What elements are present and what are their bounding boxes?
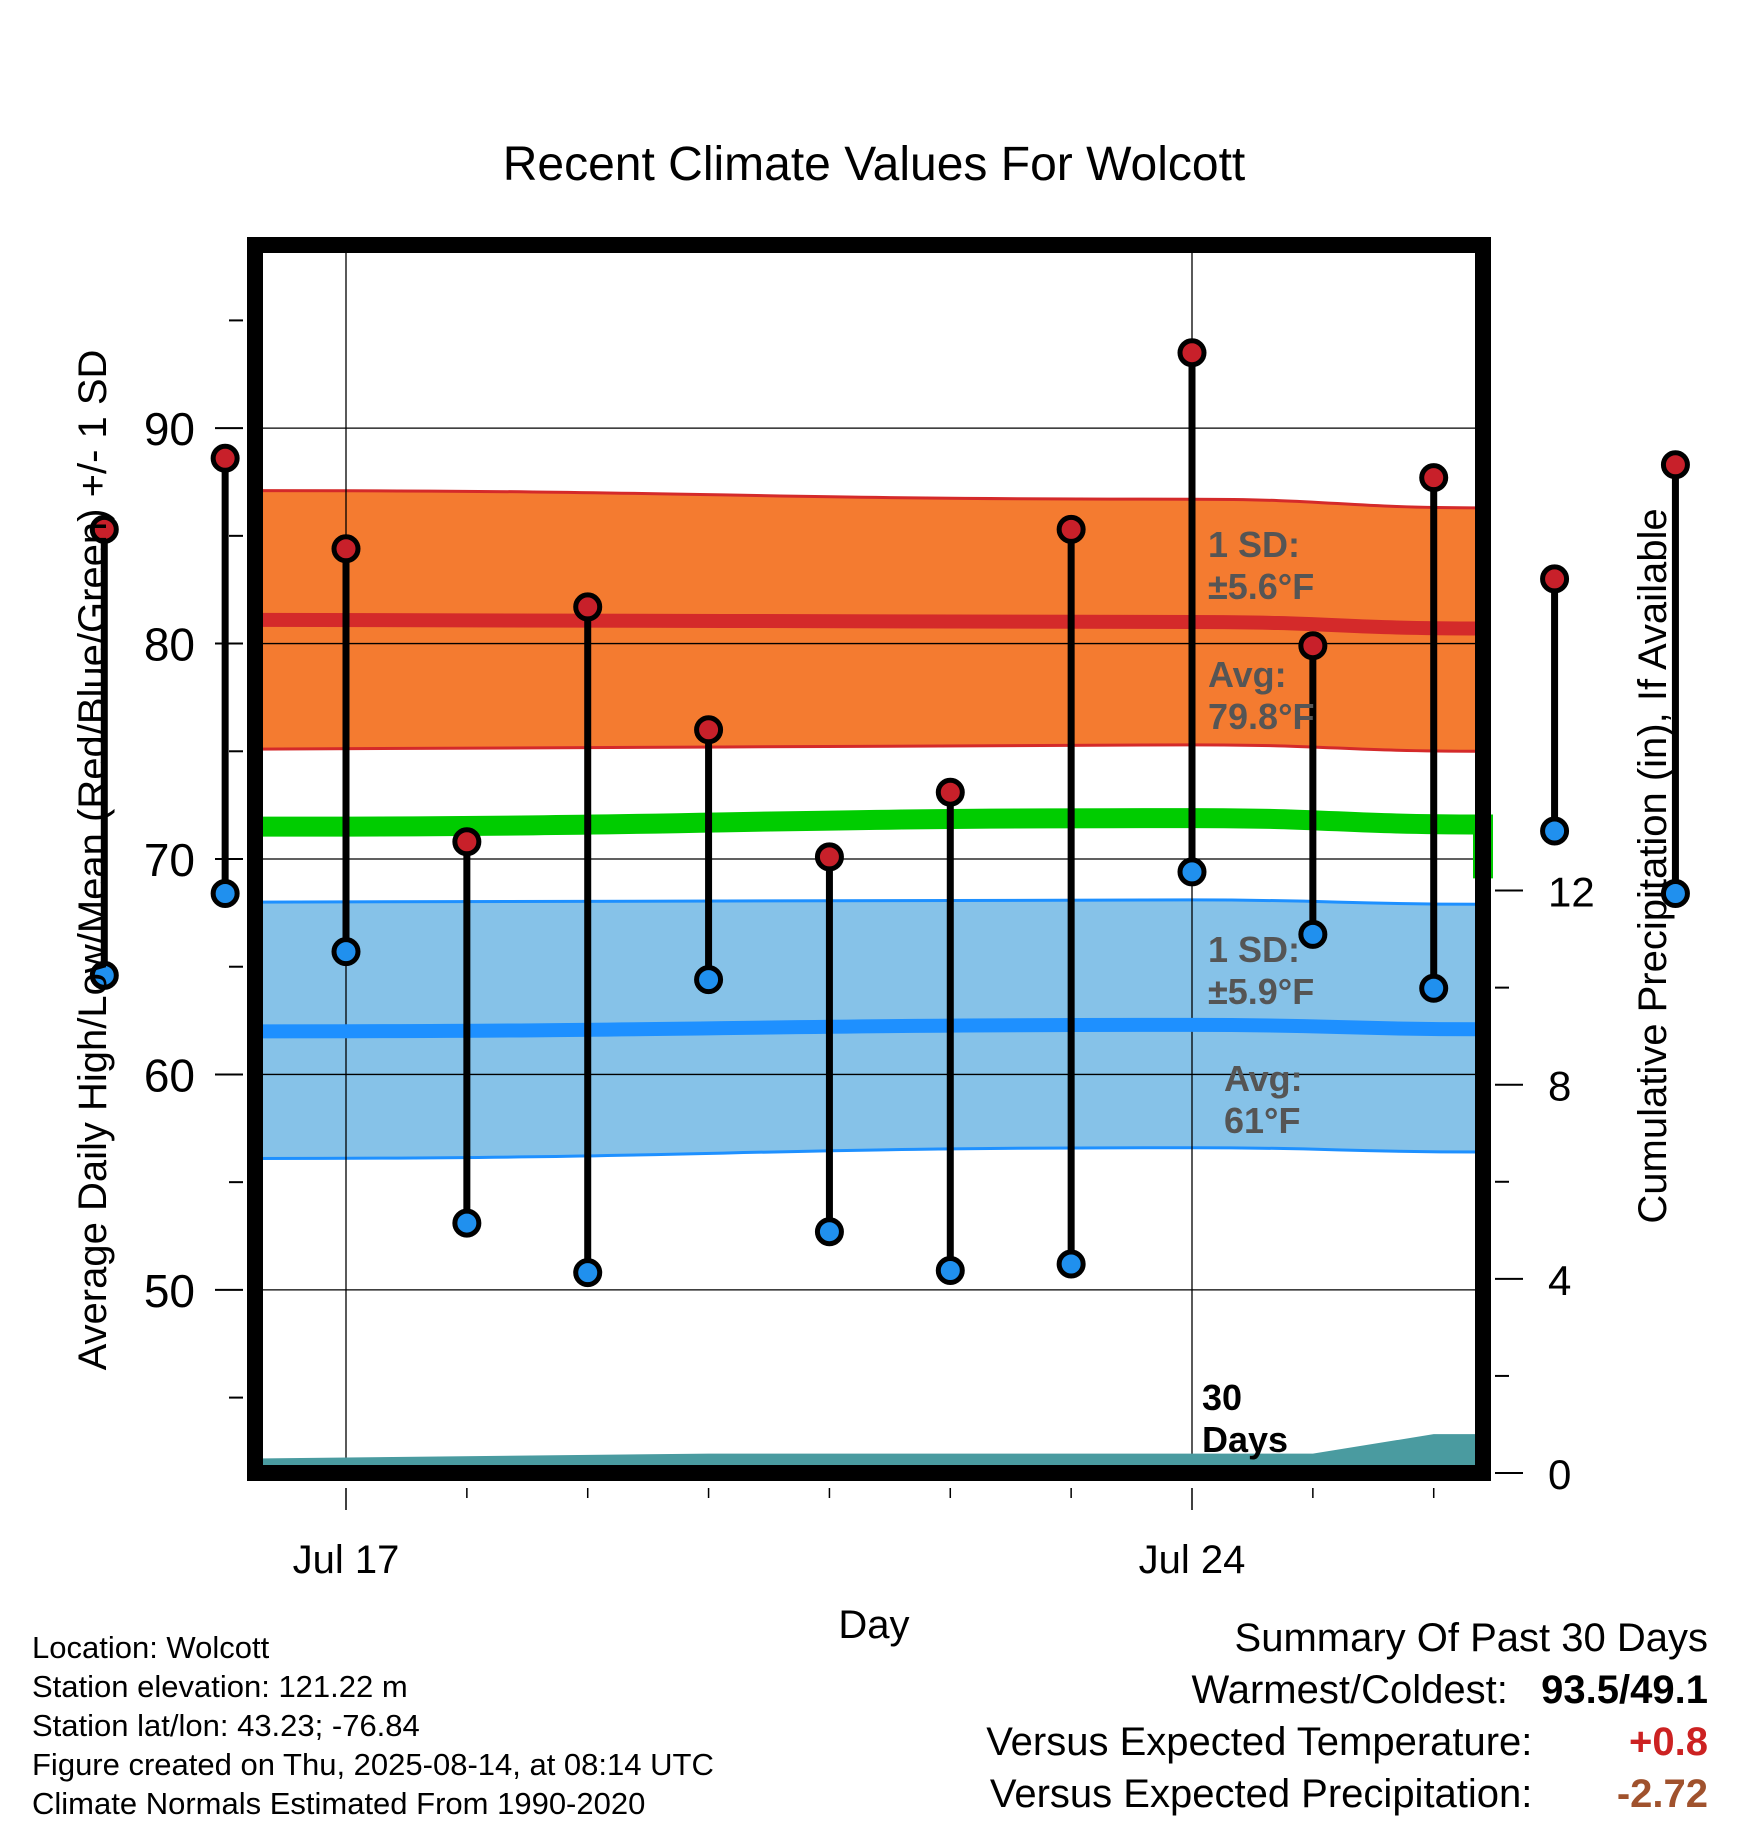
high-point — [1419, 463, 1449, 493]
summary-warm-cold-row: Warmest/Coldest: 93.5/49.1 — [986, 1664, 1708, 1716]
low-point — [1298, 919, 1328, 949]
low-sd-value: ±5.9°F — [1208, 971, 1314, 1012]
precip-area-shape — [255, 1419, 1483, 1473]
y-right-tick-label: 8 — [1548, 1063, 1571, 1110]
high-sd-value: ±5.6°F — [1208, 566, 1314, 607]
high-point — [1298, 631, 1328, 661]
low-point — [814, 1217, 844, 1247]
summary-temp-row: Versus Expected Temperature: +0.8 — [986, 1716, 1708, 1768]
y-left-tick-label: 80 — [144, 619, 195, 671]
info-location: Location: Wolcott — [32, 1630, 270, 1665]
low-sd-label: 1 SD: — [1208, 929, 1300, 970]
high-point — [935, 777, 965, 807]
low-point — [1177, 857, 1207, 887]
high-point — [210, 443, 240, 473]
high-point — [1177, 338, 1207, 368]
low-point — [1660, 878, 1690, 908]
x-axis-label: Day — [838, 1603, 909, 1647]
chart-title: Recent Climate Values For Wolcott — [503, 138, 1246, 191]
window-label-num: 30 — [1202, 1377, 1242, 1418]
plot-frame — [247, 237, 1491, 1481]
y-left-tick-label: 50 — [144, 1265, 195, 1317]
normal-bands — [254, 489, 1485, 1221]
low-point — [1056, 1249, 1086, 1279]
info-latlon: Station lat/lon: 43.23; -76.84 — [32, 1708, 420, 1743]
low-avg-label: Avg: — [1224, 1058, 1303, 1099]
mean-normal-line — [254, 808, 1493, 879]
info-elevation: Station elevation: 121.22 m — [32, 1669, 408, 1704]
precip-area — [255, 1419, 1483, 1473]
warm-cold-label: Warmest/Coldest: — [1191, 1668, 1508, 1712]
low-point — [331, 937, 361, 967]
precip-label: Versus Expected Precipitation: — [989, 1772, 1533, 1816]
high-point — [1056, 514, 1086, 544]
gridlines — [255, 245, 1483, 1473]
x-tick-label: Jul 17 — [293, 1538, 400, 1582]
low-point — [1419, 973, 1449, 1003]
high-sd-band — [255, 490, 1483, 799]
y-right-tick-label: 0 — [1548, 1451, 1571, 1498]
daily-points — [89, 338, 1690, 1288]
window-label-text: Days — [1202, 1419, 1288, 1460]
y-left-tick-label: 70 — [144, 834, 195, 886]
low-point — [1540, 816, 1570, 846]
low-sd-band — [255, 899, 1483, 1221]
y-right-axis-label: Cumulative Precipitation (in), If Availa… — [1631, 508, 1675, 1223]
low-point — [210, 878, 240, 908]
precip-value: -2.72 — [1616, 1772, 1708, 1816]
low-avg-value: 61°F — [1224, 1100, 1300, 1141]
high-point — [573, 592, 603, 622]
temp-label: Versus Expected Temperature: — [986, 1720, 1533, 1764]
station-info: Location: Wolcott Station elevation: 121… — [32, 1628, 714, 1823]
summary-panel: Summary Of Past 30 Days Warmest/Coldest:… — [986, 1612, 1708, 1820]
high-point — [331, 534, 361, 564]
low-lower-edge — [254, 1146, 1485, 1221]
high-lower-edge — [254, 743, 1485, 799]
info-normals: Climate Normals Estimated From 1990-2020 — [32, 1786, 646, 1821]
y-left-tick-label: 60 — [144, 1049, 195, 1101]
chart-labels: Recent Climate Values For Wolcott Day Aver… — [71, 138, 1675, 1647]
high-point — [1540, 564, 1570, 594]
high-avg-label: Avg: — [1208, 654, 1287, 695]
y-left-tick-label: 90 — [144, 403, 195, 455]
high-point — [694, 715, 724, 745]
high-sd-label: 1 SD: — [1208, 524, 1300, 565]
low-point — [935, 1255, 965, 1285]
low-point — [573, 1258, 603, 1288]
daily-range-stems — [100, 352, 1679, 1273]
high-point — [814, 842, 844, 872]
high-point — [89, 514, 119, 544]
summary-heading: Summary Of Past 30 Days — [1234, 1616, 1708, 1660]
low-point — [89, 960, 119, 990]
plot-border — [247, 237, 1491, 1481]
x-tick-label: Jul 24 — [1139, 1538, 1246, 1582]
high-avg-value: 79.8°F — [1208, 696, 1314, 737]
summary-precip-row: Versus Expected Precipitation: -2.72 — [986, 1768, 1708, 1820]
high-point — [452, 827, 482, 857]
low-point — [694, 965, 724, 995]
temp-value: +0.8 — [1629, 1720, 1708, 1764]
y-left-axis-label: Average Daily High/Low/Mean (Red/Blue/Gr… — [71, 350, 115, 1371]
info-created: Figure created on Thu, 2025-08-14, at 08… — [32, 1747, 714, 1782]
y-right-tick-label: 12 — [1548, 869, 1595, 916]
low-point — [452, 1208, 482, 1238]
y-right-tick-label: 4 — [1548, 1257, 1571, 1304]
high-point — [1660, 450, 1690, 480]
warm-cold-value: 93.5/49.1 — [1541, 1668, 1708, 1712]
